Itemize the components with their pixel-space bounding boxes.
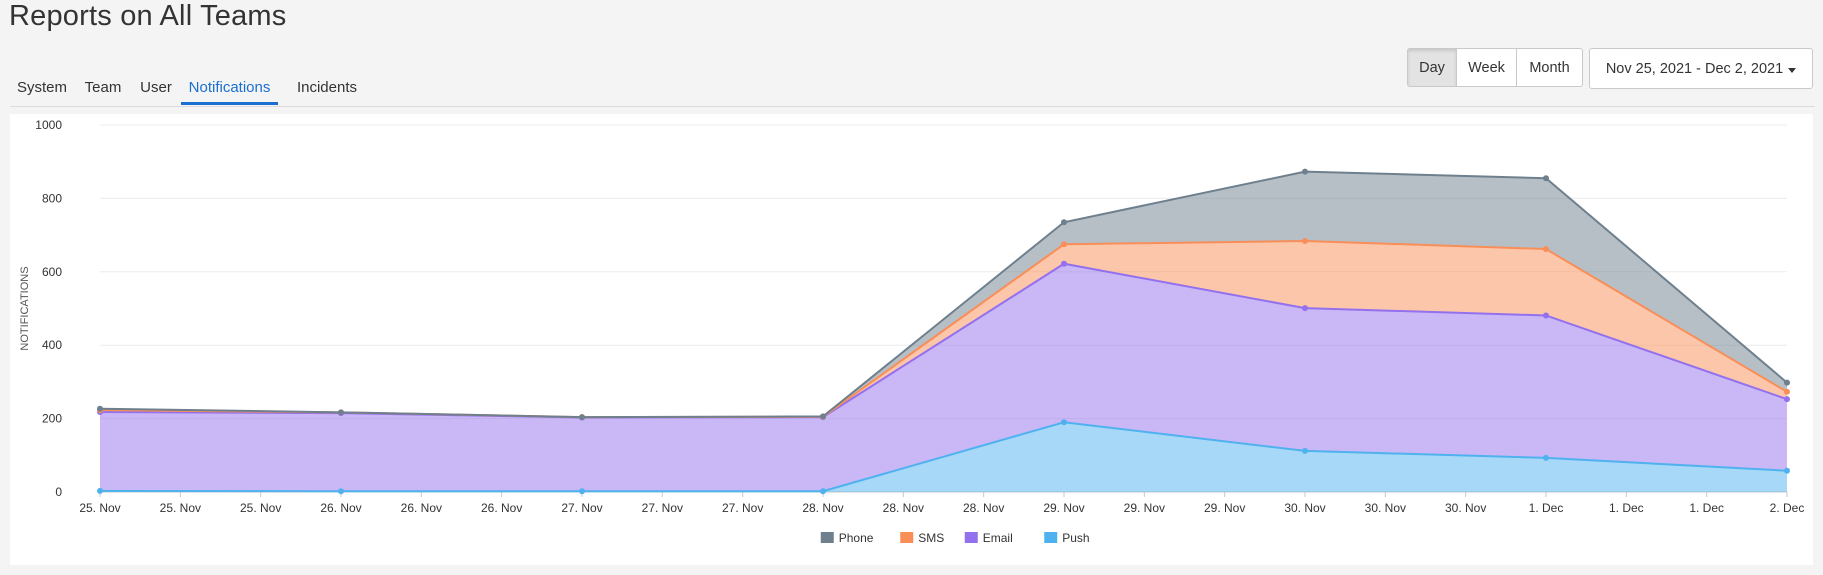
x-tick-label: 29. Nov bbox=[1204, 501, 1245, 515]
push-legend-label[interactable]: Push bbox=[1062, 531, 1089, 545]
tab-incidents[interactable]: Incidents bbox=[296, 79, 358, 96]
phone-line bbox=[99, 170, 1788, 419]
y-tick-label: 800 bbox=[42, 191, 62, 205]
push-legend-swatch[interactable] bbox=[1044, 532, 1058, 543]
push-point[interactable] bbox=[579, 488, 585, 495]
phone-point[interactable] bbox=[1061, 219, 1067, 226]
y-tick-label: 0 bbox=[55, 485, 62, 499]
phone-point[interactable] bbox=[1302, 168, 1308, 175]
month-button[interactable]: Month bbox=[1517, 48, 1583, 87]
push-point[interactable] bbox=[1784, 467, 1790, 474]
push-point[interactable] bbox=[820, 488, 826, 495]
tab-notifications[interactable]: Notifications bbox=[181, 76, 278, 105]
sms-legend-label[interactable]: SMS bbox=[918, 531, 944, 545]
phone-point[interactable] bbox=[1543, 175, 1549, 182]
caret-down-icon bbox=[1788, 67, 1797, 73]
x-tick-label: 27. Nov bbox=[722, 501, 763, 515]
x-tick-label: 27. Nov bbox=[642, 501, 683, 515]
range-button-group: Day Week Month bbox=[1407, 48, 1583, 87]
x-tick-label: 28. Nov bbox=[802, 501, 843, 515]
x-tick-label: 28. Nov bbox=[883, 501, 924, 515]
x-tick-label: 1. Dec bbox=[1529, 501, 1564, 515]
sms-area bbox=[100, 240, 1787, 418]
date-range-dropdown[interactable]: Nov 25, 2021 - Dec 2, 2021 bbox=[1589, 48, 1813, 89]
x-tick-label: 1. Dec bbox=[1689, 501, 1724, 515]
push-point[interactable] bbox=[97, 487, 103, 494]
push-point[interactable] bbox=[1302, 447, 1308, 454]
email-point[interactable] bbox=[1061, 260, 1067, 267]
week-button[interactable]: Week bbox=[1457, 48, 1517, 87]
x-tick-label: 2. Dec bbox=[1770, 501, 1805, 515]
date-range-label: Nov 25, 2021 - Dec 2, 2021 bbox=[1605, 60, 1784, 77]
report-tabs: System Team User Notifications Incidents bbox=[10, 76, 1815, 107]
y-tick-label: 600 bbox=[42, 265, 62, 279]
push-point[interactable] bbox=[1543, 454, 1549, 461]
phone-point[interactable] bbox=[338, 409, 344, 416]
x-tick-label: 25. Nov bbox=[79, 501, 120, 515]
phone-legend-swatch[interactable] bbox=[820, 532, 834, 543]
x-tick-label: 25. Nov bbox=[240, 501, 281, 515]
email-point[interactable] bbox=[1302, 305, 1308, 312]
tab-user[interactable]: User bbox=[140, 79, 172, 96]
notifications-chart: 0 200 400 600 800 1000 NOTIFICATIONS 25. Nov 25.… bbox=[19, 118, 1805, 545]
email-legend-swatch[interactable] bbox=[964, 532, 978, 543]
push-point[interactable] bbox=[1061, 419, 1067, 426]
x-tick-label: 26. Nov bbox=[320, 501, 361, 515]
y-axis-label: NOTIFICATIONS bbox=[19, 266, 31, 350]
tab-system[interactable]: System bbox=[16, 79, 67, 96]
sms-point[interactable] bbox=[1543, 246, 1549, 253]
day-button[interactable]: Day bbox=[1407, 48, 1457, 87]
x-tick-label: 30. Nov bbox=[1284, 501, 1325, 515]
email-point[interactable] bbox=[1543, 312, 1549, 319]
x-tick-label: 28. Nov bbox=[963, 501, 1004, 515]
push-line bbox=[99, 421, 1788, 493]
sms-point[interactable] bbox=[1061, 241, 1067, 248]
x-tick-label: 30. Nov bbox=[1445, 501, 1486, 515]
phone-point[interactable] bbox=[1784, 379, 1790, 386]
sms-point[interactable] bbox=[1302, 237, 1308, 244]
x-tick-label: 26. Nov bbox=[401, 501, 442, 515]
y-tick-label: 1000 bbox=[35, 118, 62, 132]
sms-legend-swatch[interactable] bbox=[900, 532, 914, 543]
chart-panel: 0 200 400 600 800 1000 NOTIFICATIONS 25. Nov 25.… bbox=[10, 114, 1813, 565]
x-tick-label: 30. Nov bbox=[1365, 501, 1406, 515]
y-tick-label: 200 bbox=[42, 412, 62, 426]
x-tick-label: 29. Nov bbox=[1124, 501, 1165, 515]
phone-area bbox=[100, 171, 1787, 418]
x-tick-label: 1. Dec bbox=[1609, 501, 1644, 515]
x-tick-label: 25. Nov bbox=[160, 501, 201, 515]
push-point[interactable] bbox=[338, 488, 344, 495]
email-area bbox=[100, 263, 1787, 492]
page-title: Reports on All Teams bbox=[9, 0, 287, 32]
phone-point[interactable] bbox=[820, 413, 826, 420]
email-legend-label[interactable]: Email bbox=[983, 531, 1013, 545]
x-tick-label: 29. Nov bbox=[1043, 501, 1084, 515]
y-tick-label: 400 bbox=[42, 338, 62, 352]
phone-point[interactable] bbox=[97, 405, 103, 412]
tab-team[interactable]: Team bbox=[84, 79, 122, 96]
x-tick-label: 26. Nov bbox=[481, 501, 522, 515]
sms-point[interactable] bbox=[1784, 388, 1790, 395]
email-point[interactable] bbox=[1784, 396, 1790, 403]
x-tick-label: 27. Nov bbox=[561, 501, 602, 515]
phone-legend-label[interactable]: Phone bbox=[839, 531, 874, 545]
phone-point[interactable] bbox=[579, 414, 585, 421]
